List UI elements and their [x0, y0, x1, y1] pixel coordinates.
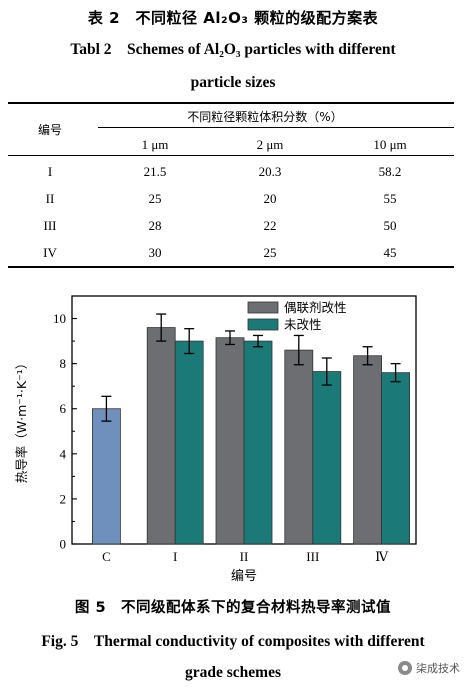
wechat-official-account-icon: [398, 661, 412, 675]
table-subheader-2um: 2 μm: [256, 137, 284, 152]
table-cell: 30: [148, 245, 162, 260]
legend-swatch: [247, 301, 279, 314]
table-cell: 22: [263, 218, 277, 233]
bar-series-2: [243, 340, 273, 545]
table-cell: 50: [383, 218, 397, 233]
table-row-id: I: [47, 164, 53, 179]
bar-series-2: [174, 340, 204, 545]
bar-series-1: [353, 355, 383, 545]
bar-series-1: [215, 337, 245, 545]
table-group-header: 不同粒径颗粒体积分数（%）: [187, 110, 343, 124]
table-caption-en-line1: Tabl 2 Schemes of Al₂O₃ particles with d…: [70, 41, 396, 58]
table-caption-en-line2: particle sizes: [190, 74, 276, 91]
table-caption-cn: 表 2 不同粒径 Al₂O₃ 颗粒的级配方案表: [87, 9, 379, 27]
table-cell: 25: [263, 245, 277, 260]
table-group-rule: [98, 127, 454, 128]
x-axis-label: 编号: [231, 569, 257, 584]
figure-caption-en-line1: Fig. 5 Thermal conductivity of composite…: [41, 633, 425, 650]
table-row-id: III: [43, 218, 57, 233]
x-tick-label: II: [240, 549, 249, 564]
y-tick-label: 2: [60, 491, 67, 506]
bar-control-c: [92, 408, 121, 545]
table-cell: 21.5: [143, 164, 167, 179]
table-row-id: IV: [43, 245, 57, 260]
table-cell: 20.3: [258, 164, 282, 179]
table-row-id: II: [45, 191, 55, 206]
table-subheader-10um: 10 μm: [373, 137, 407, 152]
x-tick-label: III: [306, 549, 319, 564]
y-tick-label: 6: [60, 401, 67, 416]
bar-series-2: [312, 371, 342, 545]
table-cell: 25: [148, 191, 162, 206]
x-tick-label: Ⅳ: [375, 549, 389, 564]
bar-series-2: [381, 372, 411, 545]
table-cell: 55: [383, 191, 397, 206]
table-header-rule: [8, 155, 454, 156]
table-header-id: 编号: [37, 123, 62, 137]
y-tick-label: 4: [60, 446, 67, 461]
y-tick-label: 0: [60, 537, 67, 552]
table-subheader-1um: 1 μm: [141, 137, 169, 152]
x-tick-label: I: [173, 549, 177, 564]
watermark: 柒成技术: [398, 660, 460, 676]
y-axis-label: 热导率（W·m⁻¹·K⁻¹）: [14, 357, 29, 483]
watermark-text: 柒成技术: [416, 662, 460, 675]
table-top-rule: [8, 102, 454, 104]
table-bottom-rule: [8, 266, 454, 268]
legend-label: 偶联剂改性: [284, 300, 347, 315]
figure-caption-en-line2: grade schemes: [185, 664, 281, 681]
figure-caption-cn: 图 5 不同级配体系下的复合材料热导率测试值: [74, 600, 392, 616]
table-cell: 28: [148, 218, 162, 233]
table-cell: 45: [383, 245, 397, 260]
bar-series-1: [284, 349, 314, 545]
y-tick-label: 8: [60, 356, 67, 371]
legend-swatch: [247, 318, 279, 331]
legend-label: 未改性: [284, 317, 322, 332]
y-tick-label: 10: [53, 311, 66, 326]
table-cell: 20: [263, 191, 277, 206]
bar-series-1: [146, 327, 176, 545]
table-cell: 58.2: [378, 164, 402, 179]
x-tick-label: C: [102, 549, 111, 564]
